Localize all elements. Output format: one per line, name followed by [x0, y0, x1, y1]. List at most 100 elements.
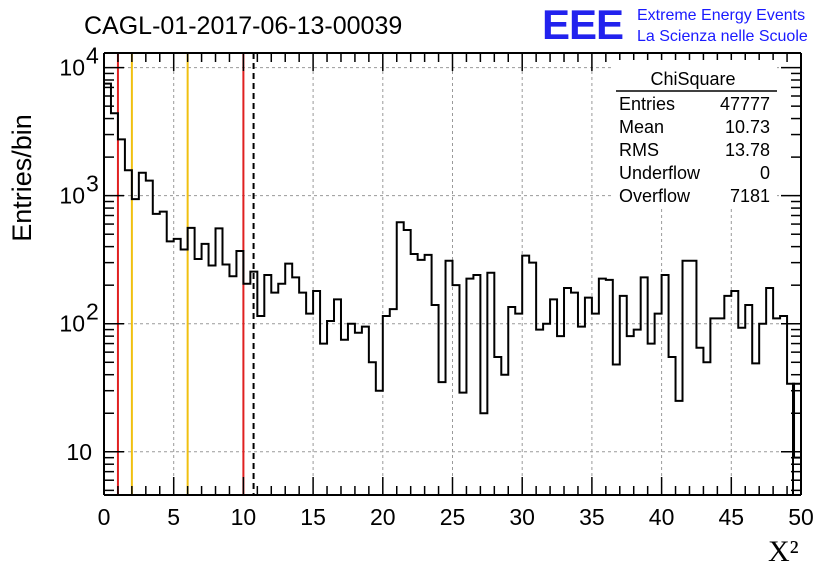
histogram-bin [327, 321, 334, 495]
histogram-bin [348, 324, 355, 495]
histogram-bin [376, 391, 383, 495]
x-tick-label: 40 [649, 504, 675, 530]
histogram-bin [466, 279, 473, 495]
stats-label: Mean [619, 117, 664, 137]
histogram-bin [487, 273, 494, 495]
histogram-bin [236, 251, 243, 495]
histogram-bin [662, 275, 669, 495]
histogram-bin [794, 458, 801, 495]
histogram-bin [766, 288, 773, 495]
histogram-bin [703, 362, 710, 495]
histogram-bin [125, 170, 132, 495]
histogram-bin [243, 284, 250, 495]
histogram-bin [696, 348, 703, 495]
histogram-bin [432, 305, 439, 495]
histogram-bin [160, 212, 167, 495]
chart-title: CAGL-01-2017-06-13-00039 [84, 12, 402, 40]
x-tick-label: 20 [370, 504, 396, 530]
histogram-bin [731, 291, 738, 495]
histogram-bin [459, 393, 466, 495]
histogram-bin [571, 293, 578, 495]
x-tick-label: 30 [509, 504, 535, 530]
histogram-bin [153, 214, 160, 495]
histogram-bin [181, 249, 188, 495]
histogram-bin [174, 239, 181, 495]
histogram-bin [439, 382, 446, 495]
x-tick-label: 0 [98, 504, 111, 530]
histogram-bin [648, 344, 655, 495]
y-tick-exponent: 4 [86, 43, 99, 69]
histogram-bin [425, 255, 432, 495]
histogram-bin [578, 327, 585, 495]
y-tick-exponent: 3 [86, 171, 99, 197]
histogram-bin [411, 254, 418, 495]
histogram-bin [655, 314, 662, 495]
histogram-bin [564, 288, 571, 495]
histogram-bin [355, 333, 362, 495]
x-tick-label: 35 [579, 504, 605, 530]
histogram-bin [132, 199, 139, 495]
histogram-bin [195, 259, 202, 495]
histogram-bin [202, 244, 209, 495]
histogram-bin [543, 324, 550, 495]
histogram-bin [620, 296, 627, 495]
stats-box: ChiSquare Entries 47777 Mean 10.73 RMS 13.78 U… [611, 60, 777, 208]
histogram-bin [480, 413, 487, 495]
histogram-outline [103, 82, 802, 495]
histogram-bin [167, 241, 174, 495]
stats-title: ChiSquare [650, 69, 735, 89]
histogram-bin [418, 260, 425, 495]
histogram-bin [299, 293, 306, 495]
stats-rows: Entries 47777 Mean 10.73 RMS 13.78 Underflow 0 O… [619, 94, 770, 206]
histogram-bin [264, 275, 271, 495]
histogram-bin [320, 344, 327, 495]
histogram-bin [710, 318, 717, 495]
stats-label: RMS [619, 140, 659, 160]
histogram-bin [585, 298, 592, 495]
reference-lines [116, 53, 255, 495]
stats-value: 10.73 [725, 117, 770, 137]
histogram-bin [146, 181, 153, 495]
histogram-bin [494, 357, 501, 495]
histogram-bin [599, 279, 606, 495]
y-axis-label: Entries/bin [7, 114, 37, 242]
histogram-bin [752, 363, 759, 495]
y-tick-label: 10 [59, 55, 85, 81]
y-tick-exponent: 2 [86, 299, 99, 325]
stats-label: Underflow [619, 163, 701, 183]
stats-value: 13.78 [725, 140, 770, 160]
stats-value: 47777 [720, 94, 770, 114]
stats-value: 0 [760, 163, 770, 183]
histogram-bin [188, 228, 195, 495]
histogram-bin [780, 316, 787, 495]
histogram-bin [334, 299, 341, 495]
x-tick-label: 10 [231, 504, 257, 530]
histogram-bin [717, 318, 724, 495]
histogram-bin [285, 264, 292, 495]
stats-label: Entries [619, 94, 675, 114]
histogram-bin [453, 285, 460, 495]
y-tick-label: 10 [59, 183, 85, 209]
histogram-bin [222, 265, 229, 495]
histogram-bin [773, 318, 780, 495]
histogram-bin [404, 230, 411, 495]
histogram-bin [501, 375, 508, 495]
histogram-bin [229, 276, 236, 495]
histogram-bin [209, 265, 216, 495]
histogram-bin [390, 309, 397, 495]
histogram-bin [257, 316, 264, 495]
histogram-bin [669, 357, 676, 495]
histogram-bin [641, 277, 648, 495]
histogram-bin [759, 324, 766, 495]
histogram-bin [522, 256, 529, 495]
histogram-bin [397, 222, 404, 495]
histogram-bin [383, 316, 390, 495]
stats-label: Overflow [619, 186, 691, 206]
histogram-bin [634, 330, 641, 495]
histogram-bin [689, 261, 696, 495]
histogram-bin [515, 314, 522, 495]
histogram-bin [111, 113, 118, 495]
x-axis-label: X² [768, 535, 799, 568]
stats-box-bg [611, 60, 777, 208]
